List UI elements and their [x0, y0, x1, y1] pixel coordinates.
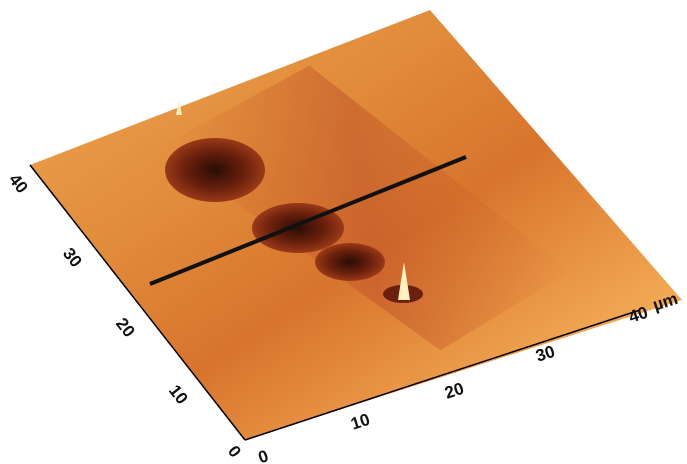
tick-label: 30	[59, 244, 86, 271]
tick-label: 10	[165, 381, 192, 408]
tick-label: 0	[224, 442, 245, 461]
pit	[165, 138, 265, 202]
tick-label: 10	[348, 410, 372, 434]
pit	[315, 243, 385, 281]
tick-label: 0	[256, 446, 271, 464]
tick-label: 20	[442, 379, 466, 403]
surface	[30, 10, 682, 440]
tick-label: 20	[112, 314, 139, 341]
afm-image: 0 10 20 30 40 0 10 20 30 40 µm	[0, 0, 687, 464]
tick-label: 40	[5, 170, 32, 197]
